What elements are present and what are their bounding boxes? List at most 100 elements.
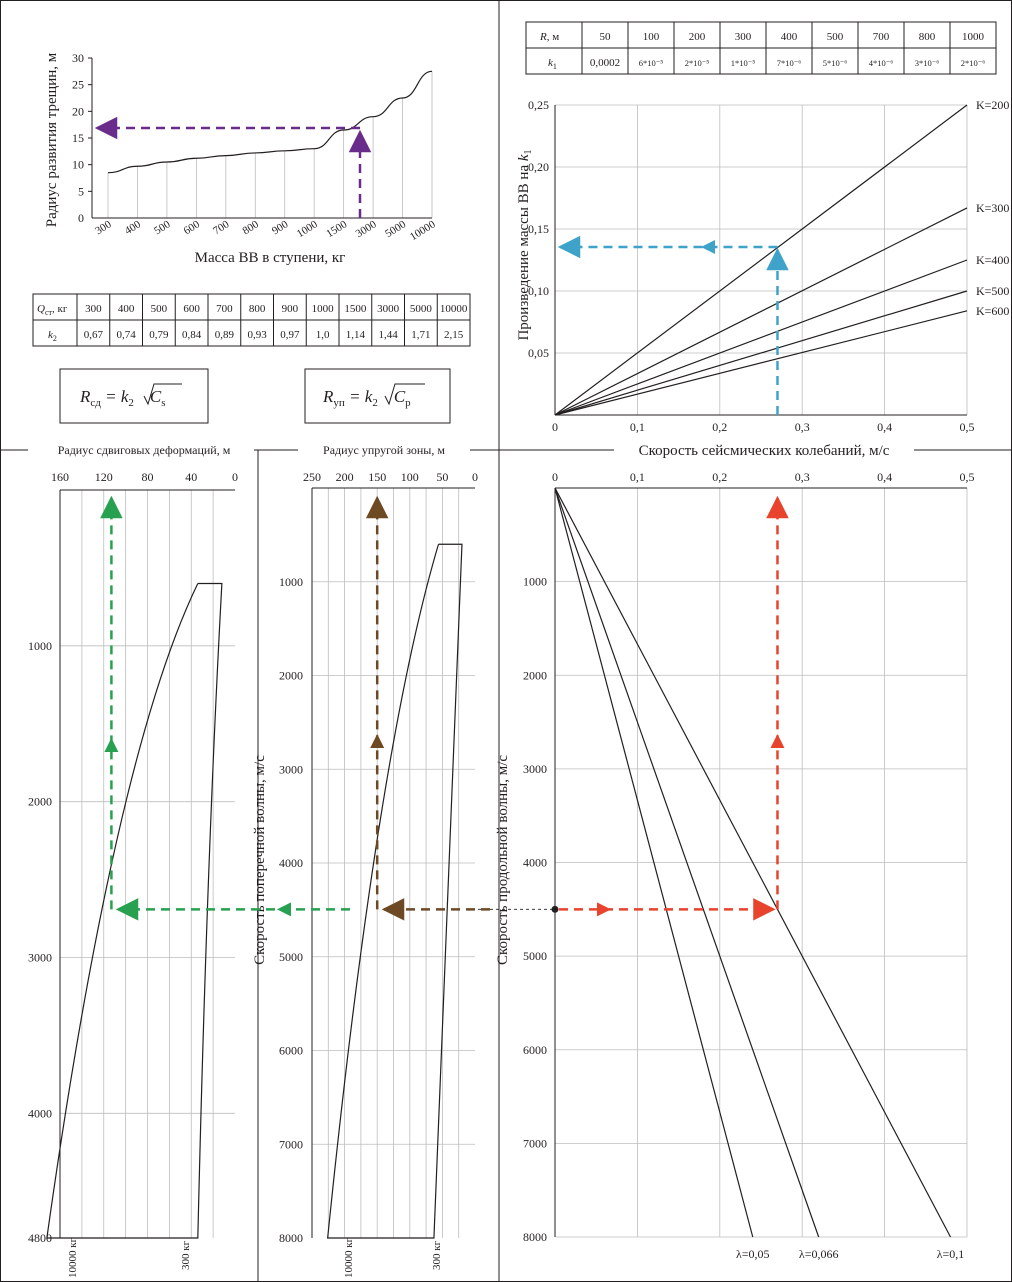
- elastic-chart-xtick: 100: [401, 470, 419, 484]
- shear-chart-xtick: 160: [51, 470, 69, 484]
- k2-header-label: Qст, кг: [37, 303, 68, 317]
- k2-header-cell: 1000: [312, 303, 335, 315]
- elastic-chart-ytick: 3000: [279, 762, 303, 776]
- crack-chart-xtick: 10000: [408, 218, 438, 243]
- elastic-chart-xtick: 250: [303, 470, 321, 484]
- pwave-chart-ytick: 2000: [523, 668, 547, 682]
- pwave-chart-xtick: 0: [552, 470, 558, 484]
- guide-arrowhead: [104, 738, 118, 752]
- crack-chart-xtick: 400: [123, 218, 144, 237]
- pwave-chart-ytick: 1000: [523, 575, 547, 589]
- mass-chart-xtick: 0,2: [712, 420, 727, 434]
- k2-header-cell: 1500: [344, 303, 367, 315]
- crack-chart-xtick: 300: [93, 218, 114, 237]
- k1-header-cell: 100: [643, 31, 660, 43]
- pwave-chart-ytick: 6000: [523, 1043, 547, 1057]
- crack-chart-xtick: 1500: [324, 218, 349, 240]
- elastic-label-10000: 10000 кг: [343, 1237, 355, 1278]
- mass-series-label: K=400: [976, 253, 1009, 267]
- pwave-chart-ytick: 7000: [523, 1136, 547, 1150]
- formula-elastic: Rуп = k2 Cp: [305, 369, 450, 423]
- k1-header-cell: 700: [873, 31, 890, 43]
- mass-velocity-chart: 0,05 0,10 0,15 0,20 0,25 0 0,1 0,2 0,3 0,4 0,5 K=…: [516, 98, 1009, 461]
- formula-shear: Rсд = k2 Cs: [60, 369, 208, 423]
- k2-value-cell: 1,44: [379, 329, 399, 341]
- k2-header-cell: 900: [282, 303, 299, 315]
- mass-chart-xlabel: Скорость сейсмических колебаний, м/с: [639, 443, 890, 459]
- mass-chart-ytick: 0,05: [528, 346, 549, 360]
- k2-header-cell: 300: [85, 303, 102, 315]
- mass-chart-xtick: 0,4: [877, 420, 892, 434]
- shear-chart-xtick: 0: [232, 470, 238, 484]
- elastic-radius-chart: Радиус упругой зоны, м 10002000300040005…: [252, 440, 478, 1278]
- shear-curves: [47, 584, 222, 1239]
- mass-chart-ylabel: Произведение массы ВВ на k1: [516, 149, 534, 340]
- k2-value-cell: 1,14: [346, 329, 366, 341]
- k2-header-cell: 800: [249, 303, 266, 315]
- crack-chart-xtick: 3000: [354, 218, 379, 240]
- k2-value-cell: 0,67: [84, 329, 104, 341]
- shear-chart-xtick: 40: [185, 470, 197, 484]
- crack-chart-xtick: 800: [241, 218, 262, 237]
- pwave-chart-ytick: 3000: [523, 762, 547, 776]
- crack-chart-ytick: 25: [72, 78, 84, 92]
- k1-value-cell: 4*10⁻⁶: [869, 58, 893, 68]
- k1-header-cell: 200: [689, 31, 706, 43]
- k1-table: 50 0,0002 100 6*10⁻⁵ 200 2*10⁻⁵ 300 1*10⁻⁵ 400 7*…: [526, 22, 996, 74]
- elastic-chart-xtick: 50: [436, 470, 448, 484]
- pwave-chart-xtick: 0,3: [795, 470, 810, 484]
- mass-chart-ytick: 0,25: [528, 98, 549, 112]
- k1-header-cell: 500: [827, 31, 844, 43]
- guide-arrowhead: [770, 734, 784, 748]
- pwave-start-point: [552, 906, 559, 913]
- mass-series-label: K=500: [976, 284, 1009, 298]
- mass-chart-xtick: 0,5: [960, 420, 975, 434]
- k2-header-cell: 600: [183, 303, 200, 315]
- k1-header-cell: 50: [600, 31, 612, 43]
- elastic-label-300: 300 кг: [431, 1240, 443, 1270]
- k2-value-cell: 1,0: [316, 329, 330, 341]
- k2-header-cell: 5000: [410, 303, 433, 315]
- mass-chart-xtick: 0: [552, 420, 558, 434]
- crack-chart-xtick: 900: [270, 218, 291, 237]
- crack-chart-ytick: 10: [72, 158, 84, 172]
- mass-series-label: K=200: [976, 98, 1009, 112]
- mass-chart-xtick: 0,3: [795, 420, 810, 434]
- k2-header-cell: 500: [151, 303, 168, 315]
- shear-radius-chart: Радиус сдвиговых деформаций, м 100020003…: [28, 440, 254, 1278]
- elastic-chart-ytick: 2000: [279, 669, 303, 683]
- mass-series-line: [555, 105, 967, 415]
- crack-chart-xlabel: Масса ВВ в ступени, кг: [195, 250, 346, 266]
- elastic-chart-ytick: 7000: [279, 1137, 303, 1151]
- k1-value-cell: 1*10⁻⁵: [731, 58, 755, 68]
- elastic-chart-ytick: 8000: [279, 1231, 303, 1245]
- crack-chart-ytick: 0: [78, 211, 84, 225]
- crack-chart-grid: [108, 71, 432, 218]
- k1-header-cell: 400: [781, 31, 798, 43]
- k2-value-cell: 1,71: [411, 329, 430, 341]
- guide-arrowhead: [277, 902, 291, 916]
- k1-value-cell: 6*10⁻⁵: [639, 58, 663, 68]
- crack-chart-ytick: 15: [72, 131, 84, 145]
- pwave-series-label: λ=0,066: [799, 1247, 839, 1261]
- k2-value-cell: 0,97: [280, 329, 300, 341]
- crack-chart-ytick: 5: [78, 184, 84, 198]
- crack-chart-xtick: 1000: [295, 218, 320, 240]
- crack-chart-ylabel: Радиус развития трещин, м: [44, 52, 60, 227]
- elastic-curves: [328, 544, 462, 1238]
- k1-value-cell: 3*10⁻⁶: [915, 58, 939, 68]
- formula-elastic-text: Rуп = k2 Cp: [322, 387, 411, 409]
- crack-chart-ytick: 20: [72, 104, 84, 118]
- mass-series-line: [555, 311, 967, 415]
- shear-chart-xtick: 80: [142, 470, 154, 484]
- shear-chart-ytick: 1000: [28, 639, 52, 653]
- k2-table: 300 0,67 400 0,74 500 0,79 600 0,84 700 0,89 800 0,…: [33, 294, 470, 346]
- crack-radius-curve: [108, 71, 432, 172]
- crack-chart-xtick: 500: [152, 218, 173, 237]
- crack-radius-chart: 0 5 10 15 20 25 30 300 400 500 600 700 800 900 1000 15…: [44, 51, 438, 266]
- mass-series-label: K=600: [976, 304, 1009, 318]
- elastic-chart-ytick: 6000: [279, 1044, 303, 1058]
- k2-header-cell: 3000: [377, 303, 400, 315]
- pwave-chart-xtick: 0,2: [712, 470, 727, 484]
